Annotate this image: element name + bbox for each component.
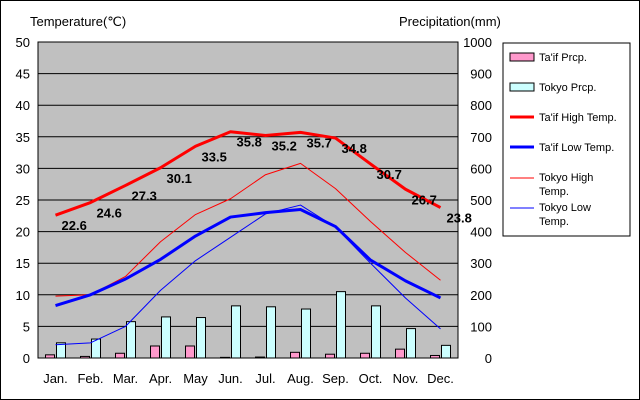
- data-label: 26.7: [412, 192, 437, 207]
- data-label: 34.8: [342, 141, 367, 156]
- x-tick-label: Jun.: [218, 371, 243, 386]
- x-tick-label: Dec.: [427, 371, 454, 386]
- precip-bar: [325, 353, 335, 359]
- precip-bar: [115, 352, 125, 359]
- precip-bar: [395, 348, 405, 359]
- data-label: 35.2: [272, 139, 297, 154]
- precip-bar: [196, 317, 206, 359]
- precip-bar: [231, 305, 241, 359]
- left-tick-label: 35: [16, 130, 30, 145]
- right-tick-label: 900: [470, 67, 492, 82]
- precip-bar: [185, 345, 195, 359]
- data-label: 23.8: [447, 211, 472, 226]
- right-tick-label: 0: [485, 351, 492, 366]
- precip-bar: [255, 356, 265, 359]
- left-tick-label: 30: [16, 161, 30, 176]
- x-tick-label: Aug.: [287, 371, 314, 386]
- left-tick-label: 5: [23, 319, 30, 334]
- x-tick-label: Jan.: [43, 371, 68, 386]
- precip-bar: [80, 355, 90, 359]
- right-axis-title: Precipitation(mm): [399, 14, 501, 29]
- right-tick-label: 600: [470, 161, 492, 176]
- data-label: 24.6: [97, 206, 122, 221]
- data-label: 30.1: [167, 171, 192, 186]
- temperature-line: [55, 204, 441, 346]
- precip-bar: [290, 351, 300, 359]
- data-label: 35.8: [237, 135, 262, 150]
- precip-bar: [441, 344, 451, 359]
- precip-bar: [161, 316, 171, 359]
- left-tick-label: 20: [16, 225, 30, 240]
- temperature-line: [55, 162, 441, 297]
- x-tick-label: May: [183, 371, 208, 386]
- x-tick-label: Oct.: [359, 371, 383, 386]
- precip-bar: [126, 321, 136, 359]
- x-tick-label: Apr.: [149, 371, 172, 386]
- x-tick-label: Feb.: [77, 371, 103, 386]
- data-label: 33.5: [202, 149, 227, 164]
- legend-label: Tokyo High Temp.: [539, 172, 593, 198]
- temperature-line: [54, 130, 442, 217]
- precip-bar: [91, 338, 101, 359]
- x-tick-label: Mar.: [113, 371, 138, 386]
- right-tick-label: 1000: [463, 35, 492, 50]
- right-tick-label: 700: [470, 130, 492, 145]
- precip-bar: [430, 354, 440, 359]
- legend-swatch: [509, 52, 535, 62]
- precip-bar: [56, 342, 66, 359]
- precip-bar: [301, 308, 311, 359]
- left-tick-label: 0: [23, 351, 30, 366]
- right-tick-label: 800: [470, 98, 492, 113]
- data-label: 35.7: [307, 135, 332, 150]
- precip-bar: [371, 305, 381, 359]
- precip-bar: [220, 356, 230, 359]
- x-tick-label: Jul.: [255, 371, 275, 386]
- precip-bar: [150, 345, 160, 359]
- legend-label: Ta'if High Temp.: [539, 112, 617, 124]
- left-tick-label: 40: [16, 98, 30, 113]
- left-tick-label: 25: [16, 193, 30, 208]
- left-axis-title: Temperature(℃): [30, 14, 126, 29]
- legend-label: Tokyo Prcp.: [539, 82, 596, 94]
- data-label: 22.6: [62, 218, 87, 233]
- precip-bar: [266, 306, 276, 359]
- legend-label: Tokyo Low Temp.: [539, 202, 591, 228]
- temperature-line: [55, 207, 442, 307]
- left-tick-label: 45: [16, 67, 30, 82]
- left-tick-label: 15: [16, 256, 30, 271]
- legend-label: Ta'if Low Temp.: [539, 142, 614, 154]
- precip-bar: [45, 354, 55, 359]
- right-tick-label: 100: [470, 319, 492, 334]
- right-tick-label: 200: [470, 288, 492, 303]
- legend-label: Ta'if Prcp.: [539, 52, 587, 64]
- x-tick-label: Sep.: [322, 371, 349, 386]
- right-tick-label: 300: [470, 256, 492, 271]
- right-tick-label: 400: [470, 225, 492, 240]
- x-tick-label: Nov.: [393, 371, 419, 386]
- right-tick-label: 500: [470, 193, 492, 208]
- left-tick-label: 50: [16, 35, 30, 50]
- data-label: 30.7: [377, 167, 402, 182]
- legend: [502, 42, 631, 237]
- precip-bar: [336, 291, 346, 359]
- data-label: 27.3: [132, 188, 157, 203]
- legend-swatch: [509, 82, 535, 92]
- precip-bar: [360, 352, 370, 359]
- precip-bar: [406, 328, 416, 359]
- left-tick-label: 10: [16, 288, 30, 303]
